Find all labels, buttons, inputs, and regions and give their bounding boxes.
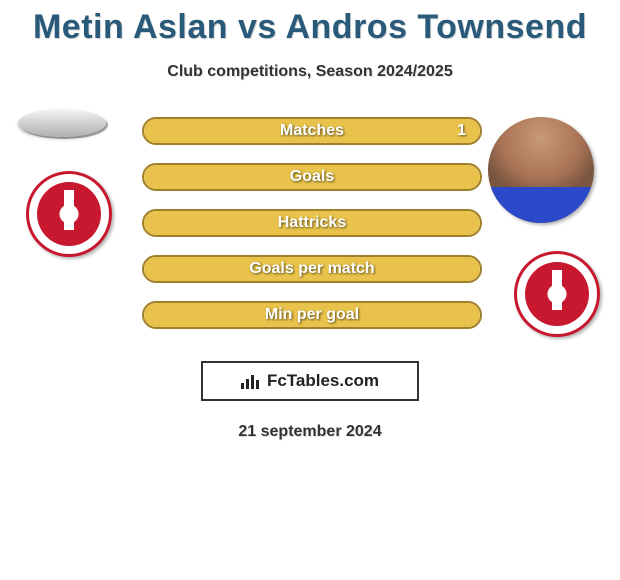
club-badge-icon (37, 182, 101, 246)
stat-bar: Min per goal (142, 301, 482, 329)
brand-badge: FcTables.com (201, 361, 419, 401)
stat-bar-label: Matches (144, 122, 480, 140)
page-title: Metin Aslan vs Andros Townsend (0, 8, 620, 47)
page-subtitle: Club competitions, Season 2024/2025 (0, 63, 620, 81)
player-right-avatar (488, 117, 594, 223)
stat-bar-label: Goals per match (144, 260, 480, 278)
brand-text: FcTables.com (267, 371, 379, 391)
stat-bar: Goals per match (142, 255, 482, 283)
stat-bar-label: Min per goal (144, 306, 480, 324)
stat-bar-label: Goals (144, 168, 480, 186)
stat-bar-label: Hattricks (144, 214, 480, 232)
stat-bar: Matches1 (142, 117, 482, 145)
player-right-club-badge (514, 251, 600, 337)
stat-bar: Hattricks (142, 209, 482, 237)
date-label: 21 september 2024 (0, 423, 620, 441)
bar-chart-icon (241, 373, 261, 389)
header: Metin Aslan vs Andros Townsend Club comp… (0, 0, 620, 81)
club-badge-icon (525, 262, 589, 326)
player-left-club-badge (26, 171, 112, 257)
stat-bar: Goals (142, 163, 482, 191)
player-left-avatar (18, 109, 106, 137)
stat-bars: Matches1 Goals Hattricks Goals per match Min… (142, 117, 482, 347)
comparison-panel: Matches1 Goals Hattricks Goals per match Min… (0, 117, 620, 357)
stat-bar-value-right: 1 (457, 122, 466, 140)
